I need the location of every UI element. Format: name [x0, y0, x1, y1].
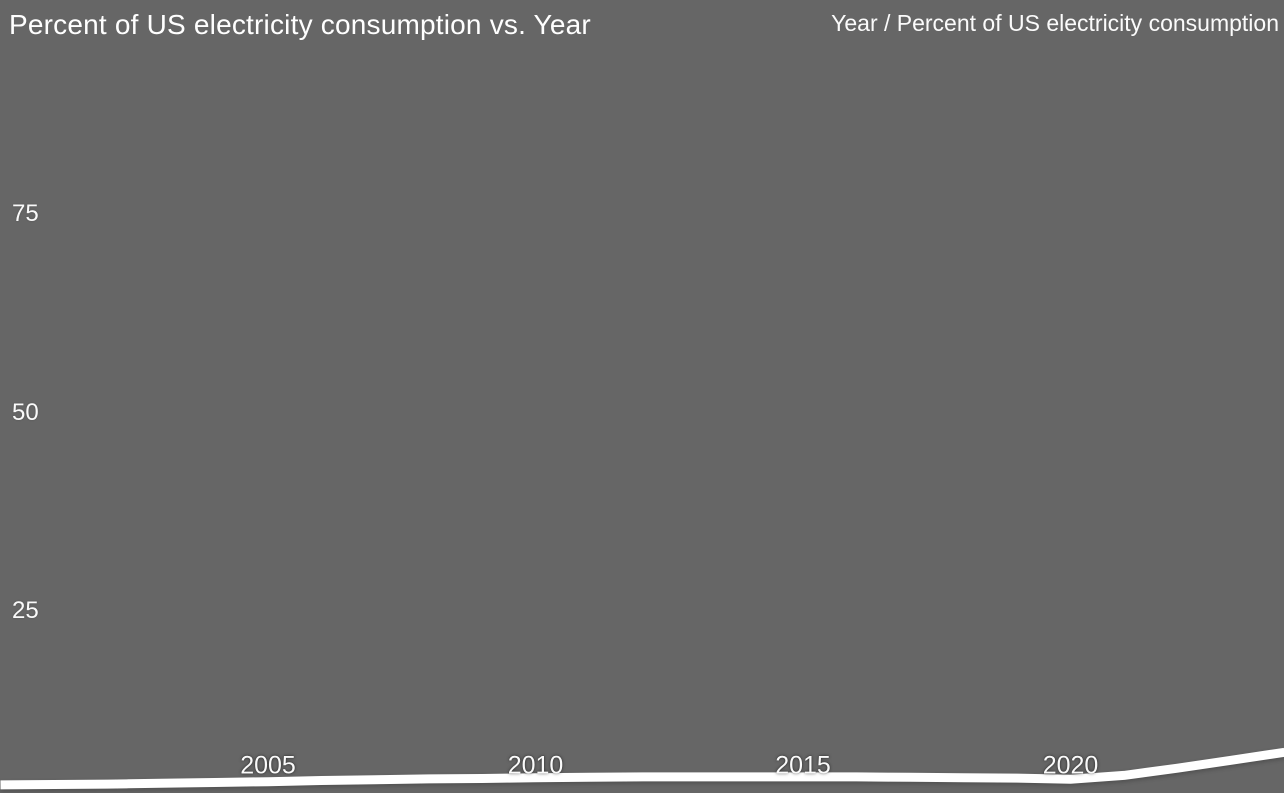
- y-tick-label-25: 25: [12, 597, 39, 624]
- y-tick-label-75: 75: [12, 200, 39, 227]
- x-tick-label-2020: 2020: [1042, 751, 1099, 780]
- chart-title: Percent of US electricity consumption vs…: [9, 9, 591, 40]
- y-tick-label-50: 50: [12, 398, 39, 426]
- x-tick-label-2005: 2005: [240, 751, 296, 780]
- x-tick-label-2010: 2010: [507, 751, 564, 780]
- data-series-line[interactable]: [0, 747, 1284, 790]
- x-tick-label-2015: 2015: [775, 751, 831, 780]
- axis-hint-label: Year / Percent of US electricity consump…: [831, 10, 1279, 36]
